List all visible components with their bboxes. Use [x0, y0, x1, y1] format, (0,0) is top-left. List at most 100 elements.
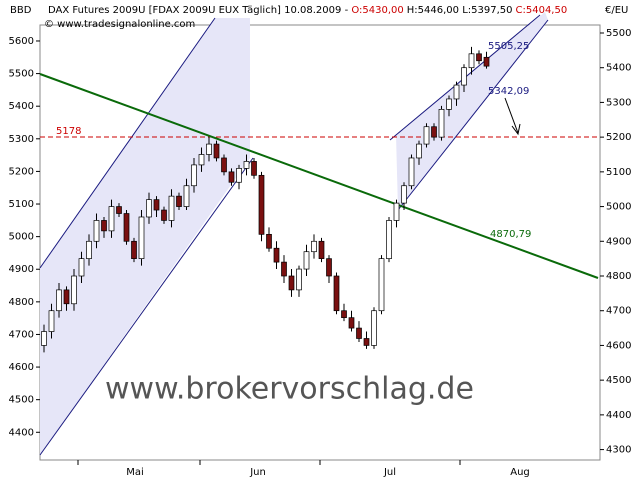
candle-body	[63, 289, 70, 305]
candle-body	[108, 206, 115, 232]
candle-body	[408, 157, 415, 187]
candle-body	[258, 174, 265, 235]
candle-body	[318, 240, 325, 259]
watermark: www.brokervorschlag.de	[105, 372, 474, 407]
title-part: C:5404,50	[516, 5, 568, 16]
candle-body	[243, 161, 250, 169]
title-part: H:5446,00 L:5397,50	[407, 5, 513, 16]
chart-title: DAX Futures 2009U [FDAX 2009U EUX Täglic…	[48, 5, 567, 16]
channel-line	[39, 157, 254, 456]
y-tick-label: 4800	[606, 271, 631, 282]
candle-body	[266, 233, 272, 249]
candle-body	[176, 195, 182, 207]
y-tick-label: 4900	[606, 236, 631, 247]
candle-body	[131, 240, 137, 259]
channel-shade	[40, 18, 250, 455]
trend-line	[39, 73, 599, 279]
candle-body	[348, 317, 355, 329]
y2-tick-label: 5000	[9, 232, 34, 243]
annotation: 4870,79	[490, 229, 531, 240]
candle-body	[93, 220, 100, 242]
annotation: 5505,25	[488, 41, 529, 52]
candle-body	[41, 331, 47, 346]
candle-body	[71, 275, 77, 305]
candle-body	[228, 171, 235, 183]
candle-body	[288, 275, 295, 291]
candle-body	[251, 161, 257, 176]
title-part: DAX Futures 2009U [FDAX 2009U EUX Täglic…	[48, 5, 351, 16]
y2-tick-label: 4600	[9, 362, 34, 373]
y2-tick-label: 5100	[9, 199, 34, 210]
candle-body	[198, 154, 205, 166]
candle-body	[161, 209, 167, 221]
y2-tick-label: 5400	[9, 101, 34, 112]
candle-body	[446, 98, 452, 110]
y2-tick-label: 5300	[9, 134, 34, 145]
candle-body	[386, 220, 392, 259]
y2-tick-label: 4400	[9, 427, 34, 438]
candle-body	[401, 185, 407, 204]
candle-body	[101, 220, 107, 232]
candle-body	[281, 261, 287, 277]
candle-body	[378, 258, 385, 312]
x-tick-label: Mai	[126, 467, 144, 478]
y-tick-label: 4600	[606, 340, 631, 351]
annotation: 5342,09	[488, 86, 529, 97]
candle-body	[326, 258, 332, 277]
candle-body	[416, 143, 422, 159]
y-tick-label: 5500	[606, 28, 631, 39]
y2-tick-label: 4500	[9, 395, 34, 406]
channel-line	[39, 17, 216, 269]
candle-body	[153, 199, 160, 211]
candle-body	[213, 143, 220, 159]
candle-body	[483, 56, 490, 67]
candle-body	[356, 327, 362, 339]
annotation: 5178	[56, 126, 81, 137]
y-tick-label: 5200	[606, 132, 631, 143]
candle-body	[146, 199, 152, 218]
candle-body	[296, 268, 302, 291]
y-axis-label: €/EU	[605, 5, 628, 16]
y2-tick-label: 4900	[9, 264, 34, 275]
candle-body	[273, 247, 280, 263]
title-part: O:5430,00	[351, 5, 403, 16]
y-tick-label: 4300	[606, 445, 631, 456]
candle-body	[423, 126, 430, 145]
candle-body	[333, 275, 340, 312]
channel-line	[397, 19, 549, 211]
y-tick-label: 4400	[606, 410, 631, 421]
candle-body	[56, 289, 62, 312]
candle-body	[468, 53, 475, 69]
y-tick-label: 5300	[606, 97, 631, 108]
candle-body	[123, 213, 130, 242]
x-tick-label: Jun	[249, 467, 266, 478]
y-tick-label: 5000	[606, 202, 631, 213]
y2-tick-label: 4700	[9, 329, 34, 340]
candle-body	[476, 53, 482, 62]
candle-body	[461, 67, 467, 86]
candle-body	[221, 157, 227, 173]
candle-body	[206, 143, 212, 155]
candle-body	[138, 216, 145, 259]
y2-axis-label: BBD	[10, 5, 32, 16]
candle-body	[236, 168, 242, 183]
candle-body	[48, 310, 55, 332]
source: © www.tradesignalonline.com	[44, 19, 195, 30]
candle-body	[341, 310, 347, 319]
y2-tick-label: 4800	[9, 297, 34, 308]
x-tick-label: Jul	[383, 467, 396, 478]
candle-body	[311, 240, 317, 253]
candle-body	[78, 258, 85, 277]
y-tick-label: 4700	[606, 306, 631, 317]
y2-tick-label: 5200	[9, 166, 34, 177]
candle-body	[438, 109, 445, 138]
channel-shade	[396, 12, 548, 210]
candle-body	[371, 310, 377, 346]
y-tick-label: 5100	[606, 167, 631, 178]
candle-body	[168, 195, 175, 221]
candle-body	[453, 84, 460, 100]
candle-body	[183, 185, 190, 207]
x-tick-label: Aug	[510, 467, 530, 478]
y-tick-label: 4500	[606, 375, 631, 386]
